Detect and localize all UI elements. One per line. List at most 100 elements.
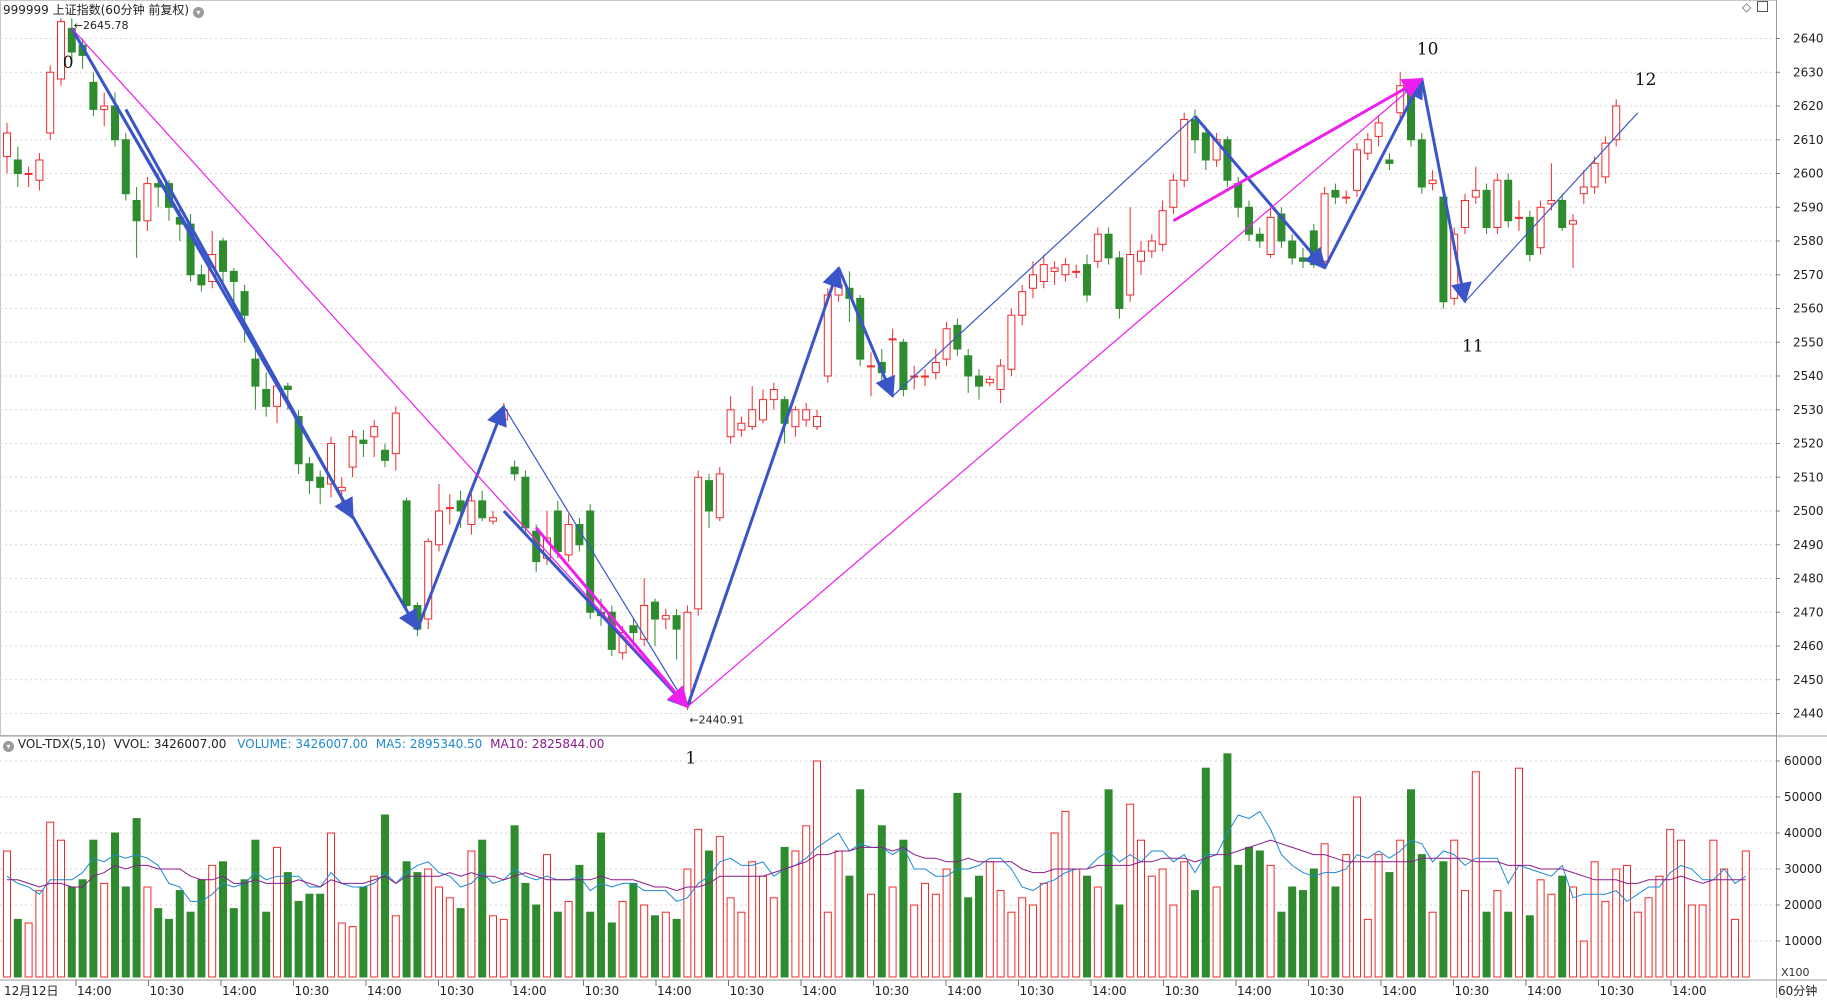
candle	[1601, 136, 1610, 184]
candle-body	[467, 500, 476, 525]
volume-bar	[759, 875, 767, 978]
candle-body	[975, 375, 983, 387]
volume-bar	[1515, 767, 1523, 978]
volume-bar	[1569, 886, 1577, 978]
candle-body	[121, 139, 130, 195]
candle	[1288, 234, 1297, 265]
wave-line	[70, 27, 419, 631]
candle-body	[1331, 189, 1340, 198]
volume-bar	[391, 915, 400, 978]
candle-body	[1018, 291, 1027, 316]
volume-bar	[1320, 843, 1329, 978]
volume-bar	[1720, 868, 1729, 978]
wave-line	[687, 78, 1423, 708]
candle	[1471, 166, 1480, 204]
candle-body	[13, 159, 22, 174]
candle-body	[359, 439, 368, 444]
volume-bar	[57, 839, 65, 978]
candle	[121, 133, 130, 201]
volume-bar	[1655, 875, 1664, 978]
volume-bar	[597, 832, 605, 978]
candle-body	[1083, 264, 1091, 296]
volume-bar	[672, 918, 681, 978]
candle-body	[1007, 314, 1016, 370]
candle-body	[791, 409, 800, 428]
candle-body	[813, 416, 821, 428]
price-tick-label: 2460	[1793, 639, 1824, 653]
candle	[1385, 153, 1394, 171]
candle	[1309, 224, 1318, 268]
volume-bar	[381, 814, 389, 978]
volume-bar	[1223, 753, 1232, 978]
candle-body	[802, 409, 811, 421]
volume-bar	[273, 846, 281, 978]
candle	[964, 349, 973, 393]
diamond-icon[interactable]: ◇	[1742, 0, 1752, 14]
volume-bar	[1482, 911, 1491, 978]
candle-body	[1525, 216, 1534, 255]
candle-body	[197, 274, 206, 286]
candle	[1093, 227, 1102, 268]
volume-bar	[769, 897, 778, 978]
volume-bar	[1450, 839, 1459, 978]
candle	[370, 419, 379, 457]
candle-body	[402, 500, 411, 606]
volume-bar	[845, 875, 854, 978]
volume-bar	[1137, 839, 1145, 978]
volume-bar	[1461, 890, 1469, 978]
time-tick-label: 14:00	[1382, 984, 1417, 998]
candle	[143, 176, 152, 231]
time-tick-label: 10:30	[730, 984, 765, 998]
period-button[interactable]: 60分钟	[1778, 984, 1818, 998]
time-tick-label: 14:00	[1092, 984, 1127, 998]
candle-body	[1223, 139, 1232, 181]
candle-body	[316, 476, 325, 488]
candle	[89, 72, 98, 117]
volume-bar	[1666, 828, 1675, 978]
volume-bar	[1687, 904, 1696, 978]
candle-body	[1277, 213, 1286, 242]
candle-body	[726, 409, 735, 438]
candle	[1579, 170, 1588, 204]
volume-bar	[413, 872, 422, 978]
volume-bar	[651, 915, 659, 978]
price-tick-label: 2610	[1793, 133, 1824, 147]
candle-body	[1612, 105, 1621, 141]
volume-bar	[1536, 879, 1545, 978]
title-menu-icon[interactable]: ▾	[192, 7, 204, 18]
candle-body	[1255, 233, 1264, 242]
volume-bar	[219, 861, 227, 978]
volume-bar	[1396, 839, 1405, 978]
time-tick-label: 10:30	[1310, 984, 1345, 998]
candle-body	[985, 378, 994, 384]
candle-body	[1547, 200, 1556, 205]
volume-menu-icon[interactable]: ▾	[3, 741, 14, 752]
candle	[769, 382, 778, 410]
candle-body	[1104, 233, 1113, 259]
candle-body	[1050, 267, 1059, 272]
price-tick-label: 2630	[1793, 65, 1824, 79]
candle	[694, 470, 703, 616]
volume-bar	[737, 911, 746, 978]
volume-bar	[575, 864, 584, 978]
candle	[1504, 173, 1513, 228]
volume-bar	[262, 911, 271, 978]
candle	[1050, 261, 1059, 285]
volume-bar	[100, 882, 109, 978]
candle-body	[629, 625, 638, 633]
time-tick-label: 10:30	[875, 984, 910, 998]
volume-bar	[985, 861, 994, 978]
candle-body	[575, 524, 584, 546]
candle-body	[1342, 196, 1351, 199]
candle	[132, 187, 141, 258]
price-tick-label: 2600	[1793, 167, 1824, 181]
candle-body	[737, 422, 746, 431]
volume-bar	[618, 900, 627, 978]
volume-bar	[1007, 911, 1016, 978]
panel-toggle-icon[interactable]	[1757, 1, 1769, 12]
time-tick-label: 14:00	[802, 984, 837, 998]
candle-body	[348, 436, 357, 468]
volume-bar	[888, 886, 897, 978]
ma10-value: MA10: 2825844.00	[490, 737, 605, 751]
price-tick-label: 2640	[1793, 32, 1824, 46]
